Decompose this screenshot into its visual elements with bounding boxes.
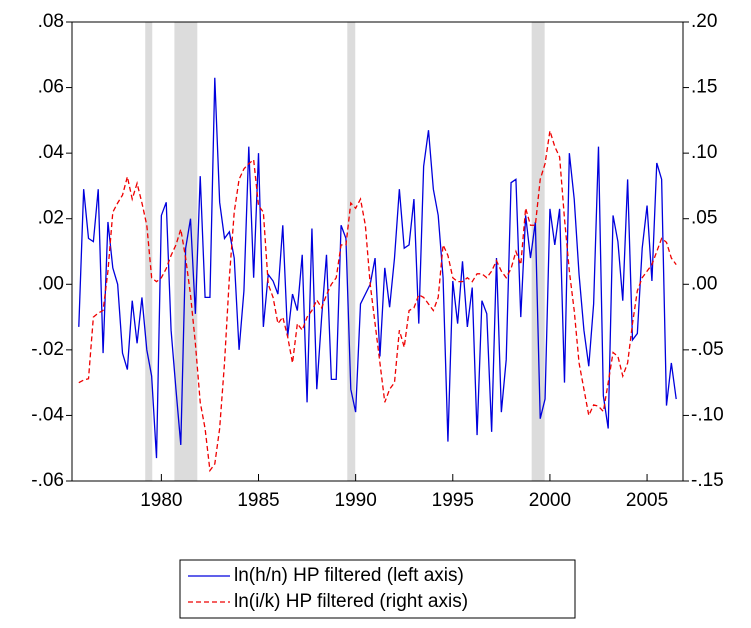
y-tick-label: .08 bbox=[38, 11, 64, 32]
y-tick-label: .06 bbox=[38, 77, 64, 98]
y2-tick-label: .00 bbox=[691, 273, 717, 294]
y-tick-label: .04 bbox=[38, 142, 65, 163]
y-tick-label: -.06 bbox=[31, 470, 64, 491]
x-tick-label: 1995 bbox=[432, 490, 474, 511]
shaded-period bbox=[347, 22, 356, 481]
y2-tick-label: .10 bbox=[691, 142, 717, 163]
plot-frame bbox=[71, 21, 684, 482]
y2-tick-label: -.05 bbox=[691, 339, 724, 360]
y2-tick-label: .05 bbox=[691, 208, 717, 229]
x-tick-label: 1980 bbox=[140, 490, 182, 511]
x-tick-label: 2005 bbox=[626, 490, 668, 511]
y-tick-label: -.04 bbox=[31, 404, 64, 425]
y-tick-label: .02 bbox=[38, 208, 64, 229]
x-tick-label: 1985 bbox=[237, 490, 279, 511]
legend-box bbox=[179, 559, 576, 619]
y2-tick-label: .15 bbox=[691, 77, 717, 98]
y2-tick-label: -.15 bbox=[691, 470, 724, 491]
x-tick-label: 2000 bbox=[529, 490, 571, 511]
y-tick-label: -.02 bbox=[31, 339, 64, 360]
y2-tick-label: .20 bbox=[691, 11, 717, 32]
y-tick-label: .00 bbox=[38, 273, 64, 294]
y2-tick-label: -.10 bbox=[691, 404, 724, 425]
legend-label: ln(i/k) HP filtered (right axis) bbox=[234, 591, 468, 612]
x-tick-label: 1990 bbox=[335, 490, 377, 511]
series-line bbox=[78, 77, 677, 459]
shaded-period bbox=[531, 22, 545, 481]
legend-label: ln(h/n) HP filtered (left axis) bbox=[234, 565, 464, 586]
